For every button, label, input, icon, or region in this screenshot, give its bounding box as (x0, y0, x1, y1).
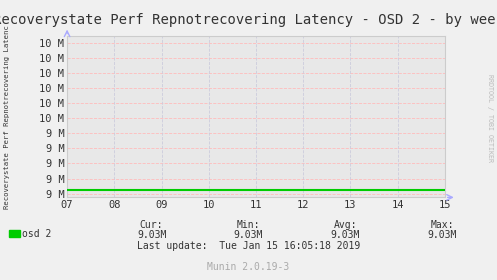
Text: Last update:  Tue Jan 15 16:05:18 2019: Last update: Tue Jan 15 16:05:18 2019 (137, 241, 360, 251)
Text: Recoverystate Perf Repnotrecovering Latenc: Recoverystate Perf Repnotrecovering Late… (4, 26, 10, 209)
Text: Min:: Min: (237, 220, 260, 230)
Text: Recoverystate Perf Repnotrecovering Latency - OSD 2 - by week: Recoverystate Perf Repnotrecovering Late… (0, 13, 497, 27)
Text: 9.03M: 9.03M (234, 230, 263, 240)
Text: RRDTOOL / TOBI OETIKER: RRDTOOL / TOBI OETIKER (487, 74, 493, 162)
Text: osd 2: osd 2 (22, 228, 52, 239)
Text: 9.03M: 9.03M (427, 230, 457, 240)
Text: 9.03M: 9.03M (331, 230, 360, 240)
Text: Munin 2.0.19-3: Munin 2.0.19-3 (207, 262, 290, 272)
Text: 9.03M: 9.03M (137, 230, 166, 240)
Text: Max:: Max: (430, 220, 454, 230)
Text: Cur:: Cur: (140, 220, 164, 230)
Text: Avg:: Avg: (333, 220, 357, 230)
